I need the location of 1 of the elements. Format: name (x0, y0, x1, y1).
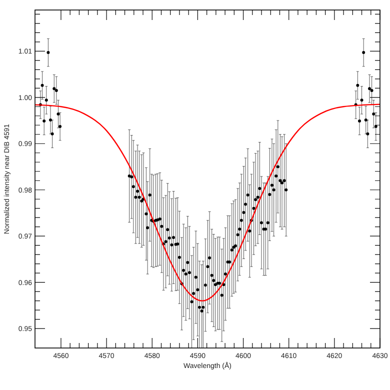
line-series (35, 104, 380, 302)
